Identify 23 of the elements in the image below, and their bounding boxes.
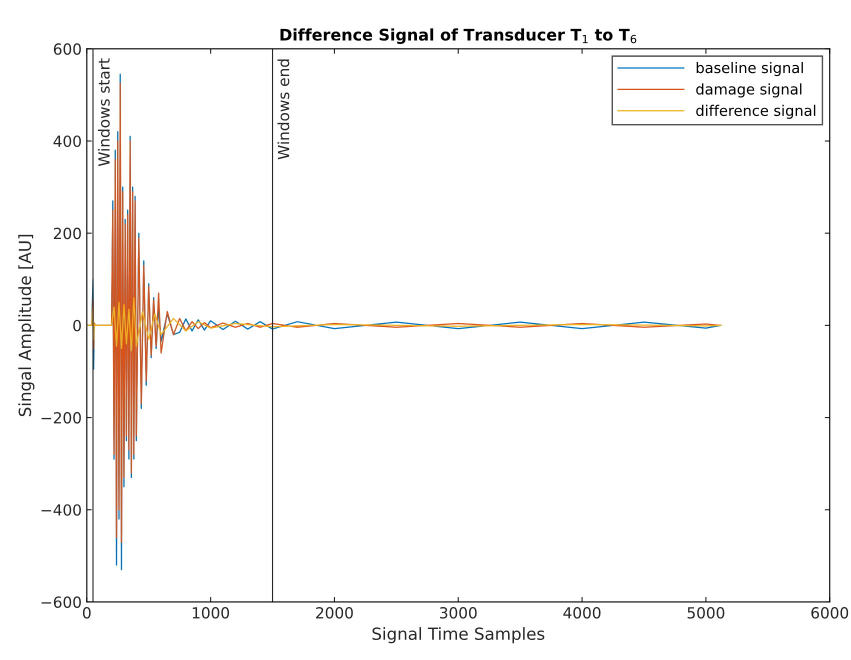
ref-line-label: Windows start: [98, 58, 110, 166]
y-tick-label: −600: [42, 596, 81, 608]
legend-label: baseline signal: [696, 62, 803, 76]
y-tick-label: 600: [54, 43, 81, 55]
legend-label: difference signal: [696, 104, 816, 119]
x-tick-label: 0: [82, 607, 91, 619]
y-tick-label: 0: [73, 320, 81, 332]
ref-line-label: Windows end: [277, 59, 290, 160]
line-series: [86, 297, 722, 352]
x-axis-title: Signal Time Samples: [372, 627, 544, 644]
y-axis-title: Singal Amplitude [AU]: [18, 234, 34, 416]
x-tick-label: 6000: [811, 607, 848, 619]
x-tick-label: 3000: [440, 607, 477, 619]
x-tick-label: 2000: [316, 607, 353, 619]
y-tick-label: −200: [42, 412, 81, 424]
y-tick-label: 400: [54, 135, 81, 148]
x-tick-label: 5000: [688, 607, 724, 619]
x-tick-label: 4000: [563, 607, 601, 619]
legend-label: damage signal: [696, 83, 802, 98]
y-tick-label: 200: [54, 228, 81, 240]
y-tick-label: −400: [42, 504, 81, 516]
x-tick-label: 1000: [192, 607, 230, 619]
chart-title: Difference Signal of Transducer T$_{1}$ to T$_{6}$: [280, 28, 636, 44]
